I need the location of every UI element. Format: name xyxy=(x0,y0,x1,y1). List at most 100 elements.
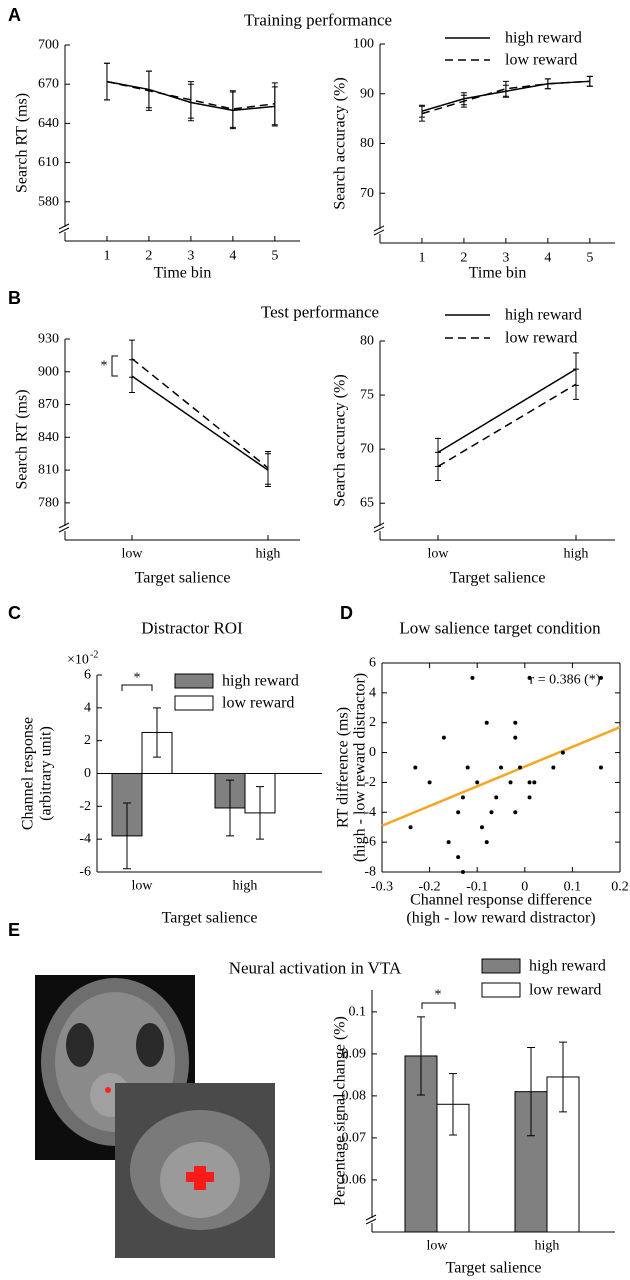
error-bar xyxy=(418,105,425,122)
panel-title: Test performance xyxy=(261,303,379,322)
y-tick-label: 0.07 xyxy=(342,1130,367,1145)
scatter-point xyxy=(460,870,465,874)
y-tick-label: 0.06 xyxy=(342,1172,367,1187)
legend-swatch xyxy=(481,982,521,998)
scatter-point xyxy=(551,765,556,770)
legend-swatch xyxy=(174,695,214,711)
significance-bracket xyxy=(111,355,118,377)
panel-letter: D xyxy=(340,603,353,623)
legend-label: low reward xyxy=(505,330,577,347)
correlation-label: r = 0.386 (*) xyxy=(530,673,601,688)
x-tick-label: 5 xyxy=(586,251,593,266)
y-tick-label: 810 xyxy=(38,463,59,478)
significance-label: * xyxy=(134,671,141,686)
legend-label: low reward xyxy=(222,695,294,712)
y-axis-label: (high - low reward distractor) xyxy=(352,673,369,862)
error-bar xyxy=(229,90,236,128)
scatter-point xyxy=(446,840,451,845)
legend-label: high reward xyxy=(529,958,606,975)
y-tick-label: 2 xyxy=(369,715,376,730)
y-multiplier: ×10 xyxy=(67,653,89,668)
panel-letter: C xyxy=(8,603,21,623)
x-axis-label: Target salience xyxy=(135,570,231,587)
y-tick-label: 840 xyxy=(38,430,59,445)
panel-letter: E xyxy=(8,920,20,940)
y-tick-label: 100 xyxy=(353,37,374,52)
scatter-point xyxy=(456,855,461,860)
vta-roi xyxy=(186,1166,214,1190)
scatter-point xyxy=(508,780,513,785)
panel-letter: B xyxy=(8,288,21,308)
scatter-point xyxy=(527,780,532,785)
legend-label: low reward xyxy=(529,982,601,999)
error-bar xyxy=(460,94,467,108)
error-bar xyxy=(586,75,593,87)
x-tick-label: 4 xyxy=(544,251,551,266)
panel-letter: A xyxy=(8,5,21,25)
y-axis-label: (arbitrary unit) xyxy=(38,726,55,821)
legend-label: high reward xyxy=(505,30,582,47)
x-tick-label: -0.1 xyxy=(466,880,488,895)
y-tick-label: 70 xyxy=(360,442,374,457)
y-tick-label: 0.08 xyxy=(342,1088,367,1103)
x-axis-label: Time bin xyxy=(154,265,212,282)
scatter-point xyxy=(413,765,418,770)
legend-swatch xyxy=(174,673,214,689)
x-tick-label: -0.2 xyxy=(419,880,441,895)
y-tick-label: -6 xyxy=(79,865,91,880)
y-tick-label: 80 xyxy=(360,334,374,349)
scatter-point xyxy=(479,825,484,830)
y-axis-label: Search RT (ms) xyxy=(14,389,31,489)
y-tick-label: 670 xyxy=(38,77,59,92)
axis-break xyxy=(365,1214,377,1221)
scatter-point xyxy=(560,750,565,755)
scatter-point xyxy=(470,675,475,680)
error-bar xyxy=(417,1016,425,1096)
error-bar xyxy=(123,802,131,870)
error-bar xyxy=(435,451,441,482)
axis-break xyxy=(365,1218,377,1225)
y-axis-label: Channel response xyxy=(20,717,37,830)
y-tick-label: 2 xyxy=(84,733,91,748)
y-tick-label: 6 xyxy=(369,656,376,671)
legend-swatch xyxy=(481,958,521,974)
line-series xyxy=(131,375,269,471)
y-tick-label: 75 xyxy=(360,388,374,403)
x-tick-label: high xyxy=(233,879,258,894)
y-tick-label: 900 xyxy=(38,364,59,379)
x-tick-label: 2 xyxy=(145,249,152,264)
y-tick-label: 70 xyxy=(360,186,374,201)
x-axis-label: Channel response difference xyxy=(410,892,592,909)
y-axis-label: Percentage signal change (%) xyxy=(332,1016,349,1206)
error-bar xyxy=(449,1073,457,1136)
scatter-point xyxy=(598,765,603,770)
x-tick-label: 0 xyxy=(521,880,528,895)
x-tick-label: 3 xyxy=(502,251,509,266)
scatter-point xyxy=(475,780,480,785)
y-tick-label: -8 xyxy=(364,865,376,880)
scatter-point xyxy=(513,735,518,740)
x-axis-label: (high - low reward distractor) xyxy=(406,910,595,927)
scatter-point xyxy=(427,780,432,785)
x-tick-label: high xyxy=(256,547,281,562)
scatter-point xyxy=(513,720,518,725)
y-tick-label: 640 xyxy=(38,116,59,131)
x-tick-label: low xyxy=(132,879,154,894)
y-tick-label: 580 xyxy=(38,194,59,209)
brain-images xyxy=(35,975,275,1258)
x-tick-label: low xyxy=(428,547,450,562)
significance-label: * xyxy=(435,988,442,1003)
error-bar xyxy=(145,70,152,111)
x-tick-label: low xyxy=(122,547,144,562)
error-bar xyxy=(226,779,234,837)
axis-break xyxy=(373,522,385,529)
y-tick-label: 780 xyxy=(38,495,59,510)
y-tick-label: -4 xyxy=(79,832,91,847)
scatter-point xyxy=(408,825,413,830)
error-bar xyxy=(573,368,579,400)
y-multiplier-exponent: -2 xyxy=(90,650,98,661)
y-axis-label: Search accuracy (%) xyxy=(332,374,349,506)
scatter-point xyxy=(598,675,603,680)
error-bar xyxy=(502,80,509,97)
scatter-point xyxy=(456,810,461,815)
